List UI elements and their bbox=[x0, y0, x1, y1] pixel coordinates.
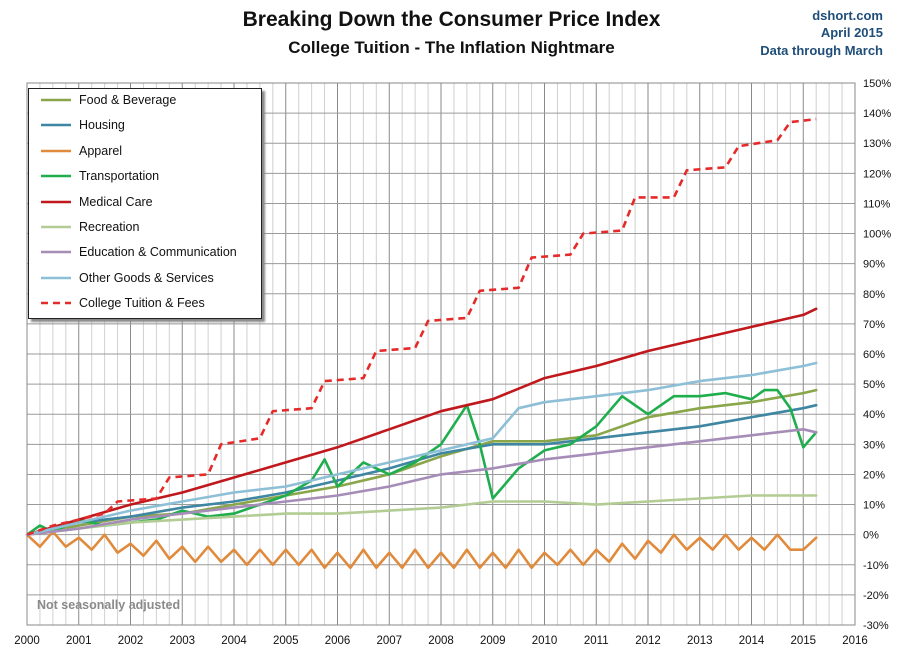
legend-label: Medical Care bbox=[79, 194, 153, 209]
y-tick-label: -10% bbox=[863, 560, 889, 572]
source-site: dshort.com bbox=[812, 8, 883, 23]
x-tick-label: 2002 bbox=[118, 635, 144, 647]
series-layer bbox=[25, 117, 818, 570]
x-axis: 2000 2001 2002 2003 2004 2005 2006 2007 2008 2009… bbox=[14, 635, 868, 647]
legend-swatch bbox=[39, 120, 73, 130]
x-tick-label: 2001 bbox=[66, 635, 92, 647]
legend-label: College Tuition & Fees bbox=[79, 296, 205, 311]
legend-swatch bbox=[39, 222, 73, 232]
x-tick-label: 2010 bbox=[532, 635, 558, 647]
y-tick-label: 140% bbox=[863, 108, 891, 120]
legend-swatch bbox=[39, 273, 73, 283]
y-tick-label: 120% bbox=[863, 168, 891, 180]
seasonal-note: Not seasonally adjusted bbox=[37, 598, 181, 612]
legend-swatch bbox=[39, 247, 73, 257]
legend-label: Recreation bbox=[79, 220, 140, 234]
legend-item-food-and-beverage: Food & Beverage bbox=[39, 92, 176, 108]
legend-label: Housing bbox=[79, 118, 125, 133]
y-tick-label: 80% bbox=[863, 289, 885, 301]
legend-item-education-and-communication: Education & Communication bbox=[39, 244, 237, 260]
x-tick-label: 2006 bbox=[325, 635, 351, 647]
legend-label: Other Goods & Services bbox=[79, 270, 214, 285]
chart-title: Breaking Down the Consumer Price Index bbox=[242, 8, 661, 31]
legend-label: Education & Communication bbox=[79, 245, 237, 260]
series-line-college-tuition-and-fees bbox=[26, 117, 817, 536]
x-tick-label: 2004 bbox=[221, 635, 247, 647]
x-tick-label: 2014 bbox=[739, 635, 765, 647]
legend-swatch bbox=[39, 298, 73, 308]
y-tick-label: 70% bbox=[863, 319, 885, 331]
plot-area bbox=[26, 82, 856, 626]
y-tick-label: 60% bbox=[863, 349, 885, 361]
x-tick-label: 2009 bbox=[480, 635, 506, 647]
y-axis: 150% 140% 130% 120% 110% 100% 90% 80% 70% 60% 50% 4… bbox=[863, 78, 891, 632]
x-tick-label: 2008 bbox=[428, 635, 454, 647]
legend-label: Food & Beverage bbox=[79, 93, 177, 107]
series-line-recreation bbox=[25, 494, 818, 536]
legend-item-recreation: Recreation bbox=[39, 219, 139, 235]
legend-label: Transportation bbox=[79, 169, 160, 184]
x-tick-label: 2012 bbox=[635, 635, 661, 647]
legend-item-housing: Housing bbox=[39, 117, 125, 133]
chart-legend: Food & Beverage Housing Apparel Transportat… bbox=[28, 88, 262, 319]
legend-swatch bbox=[39, 95, 73, 105]
y-tick-label: 100% bbox=[863, 229, 891, 241]
y-tick-label: 20% bbox=[863, 469, 885, 481]
x-tick-label: 2015 bbox=[790, 635, 816, 647]
y-tick-label: -20% bbox=[863, 590, 889, 602]
x-tick-label: 2007 bbox=[376, 635, 402, 647]
x-tick-label: 2011 bbox=[584, 635, 609, 647]
source-date: April 2015 bbox=[820, 25, 883, 40]
series-line-other-goods-and-services bbox=[25, 361, 818, 536]
legend-swatch bbox=[39, 146, 73, 156]
legend-item-medical-care: Medical Care bbox=[39, 194, 153, 210]
y-tick-label: 110% bbox=[863, 198, 891, 210]
x-tick-label: 2000 bbox=[14, 635, 40, 647]
legend-item-apparel: Apparel bbox=[39, 143, 122, 159]
y-tick-label: 130% bbox=[863, 138, 891, 150]
chart-subtitle: College Tuition - The Inflation Nightmar… bbox=[288, 38, 615, 57]
x-tick-label: 2003 bbox=[169, 635, 195, 647]
series-line-housing bbox=[25, 403, 818, 536]
series-line-education-and-communication bbox=[25, 428, 818, 536]
legend-swatch bbox=[39, 171, 73, 181]
y-tick-label: 0% bbox=[863, 530, 879, 542]
legend-item-college-tuition-and-fees: College Tuition & Fees bbox=[39, 295, 205, 311]
y-tick-label: 90% bbox=[863, 259, 885, 271]
x-tick-label: 2005 bbox=[273, 635, 299, 647]
series-line-medical-care bbox=[25, 307, 818, 536]
series-line-apparel bbox=[25, 530, 818, 570]
y-tick-label: 40% bbox=[863, 409, 885, 421]
x-tick-label: 2013 bbox=[687, 635, 713, 647]
legend-item-transportation: Transportation bbox=[39, 168, 159, 184]
legend-swatch bbox=[39, 197, 73, 207]
y-tick-label: 10% bbox=[863, 500, 885, 512]
series-line-transportation bbox=[25, 388, 818, 536]
source-note: Data through March bbox=[760, 43, 883, 58]
y-tick-label: 30% bbox=[863, 439, 885, 451]
y-tick-label: 50% bbox=[863, 379, 885, 391]
x-tick-label: 2016 bbox=[842, 635, 868, 647]
legend-item-other-goods-and-services: Other Goods & Services bbox=[39, 270, 214, 286]
legend-label: Apparel bbox=[79, 143, 123, 158]
y-tick-label: -30% bbox=[863, 620, 889, 632]
y-tick-label: 150% bbox=[863, 78, 891, 90]
